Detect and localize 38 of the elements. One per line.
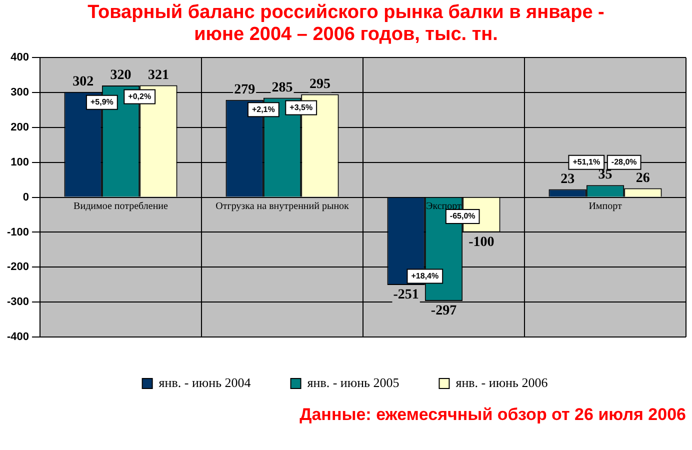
annotation: -28,0% [611, 158, 637, 167]
data-label: -297 [430, 304, 457, 319]
y-tick-label: -200 [6, 261, 30, 274]
x-tick-label: Видимое потребление [74, 200, 169, 212]
y-tick-label: -300 [6, 296, 30, 308]
legend-label: янв. - июнь 2006 [456, 374, 548, 390]
data-label: 35 [598, 168, 612, 183]
data-label: 279 [234, 82, 256, 98]
legend-label: янв. - июнь 2004 [158, 374, 252, 390]
data-label: -251 [393, 288, 419, 303]
annotation: +0,2% [128, 92, 152, 101]
legend-label: янв. - июнь 2005 [307, 374, 400, 390]
y-tick-label: 0 [22, 191, 30, 204]
y-tick-label: -400 [6, 331, 30, 344]
chart-title: Товарный баланс российского рынка балки в январе - июне 2004 – 2006 годов, тыс. тн. [86, 2, 606, 47]
x-tick-label: Экспорт [426, 200, 462, 212]
data-label: 26 [636, 170, 650, 186]
x-tick-label: Отгрузка на внутренний рынок [216, 200, 350, 212]
y-tick-label: -100 [6, 226, 30, 238]
x-tick-label: Импорт [588, 200, 622, 212]
annotation: -65,0% [450, 212, 476, 221]
y-tick-label: 400 [10, 52, 30, 64]
data-label: 295 [309, 76, 330, 92]
y-tick-label: 100 [10, 156, 30, 168]
data-label: 285 [272, 80, 293, 96]
annotation: +51,1% [572, 158, 600, 167]
data-label: -100 [468, 234, 494, 250]
annotation: +18,4% [411, 271, 439, 280]
data-label: 23 [560, 172, 575, 187]
annotation: +5,9% [90, 98, 114, 107]
text: Данные: ежемесячный обзор от 26 июля 2006 [298, 404, 687, 425]
data-label: 320 [110, 68, 132, 84]
annotation: +2,1% [252, 104, 275, 114]
data-label: 302 [72, 74, 94, 90]
annotation: +3,5% [290, 102, 313, 112]
data-label: 321 [148, 68, 169, 83]
y-tick-label: 200 [10, 121, 30, 134]
y-tick-label: 300 [10, 86, 30, 99]
